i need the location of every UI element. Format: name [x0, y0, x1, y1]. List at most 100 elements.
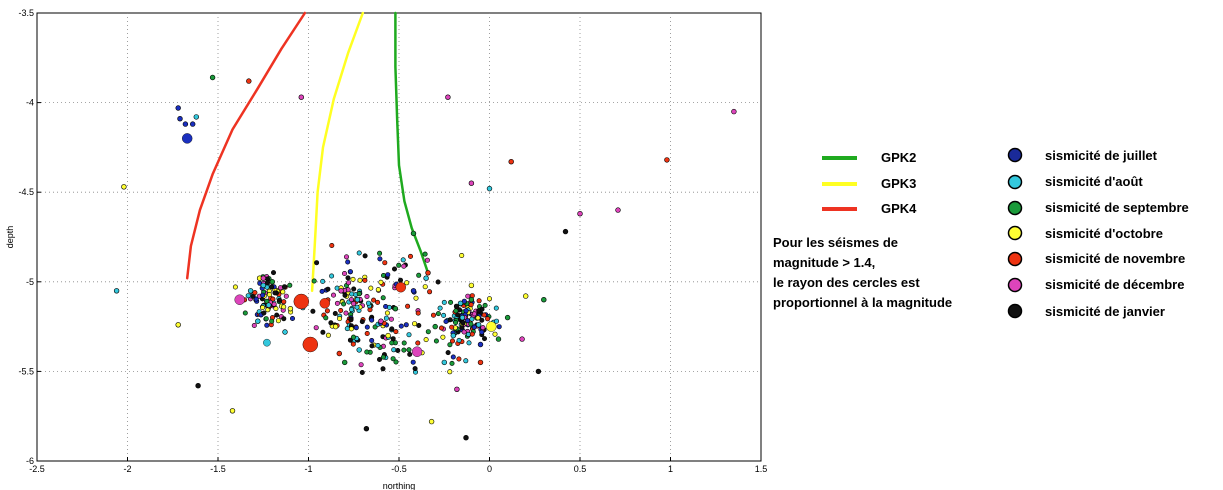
event-point: [405, 303, 411, 309]
event-point: [313, 325, 319, 331]
event-point: [263, 316, 269, 322]
event-point: [404, 280, 410, 286]
x-axis-ticks: -2.5 -2 -1.5 -1 -0.5 0 0.5 1 1.5: [29, 457, 767, 474]
event-point-janvier: [363, 426, 370, 432]
event-point: [422, 251, 428, 257]
event-point: [445, 350, 451, 356]
event-point-d'octobre: [428, 418, 435, 425]
event-point: [364, 324, 370, 330]
x-tick-label: -2: [123, 464, 131, 474]
event-point-novembre: [425, 270, 431, 276]
event-point: [261, 310, 267, 316]
event-point-janvier: [535, 368, 542, 375]
event-point: [380, 366, 386, 372]
wells-legend: GPK2 GPK3 GPK4: [822, 150, 917, 216]
event-point: [475, 315, 481, 321]
event-point: [320, 278, 326, 284]
event-point: [341, 270, 347, 276]
event-point: [403, 322, 409, 328]
event-point-d'août: [354, 297, 361, 303]
event-point-janvier: [463, 435, 469, 441]
event-point-septembre: [209, 74, 216, 81]
legend-dot-octobre: [1007, 225, 1023, 241]
event-point: [393, 329, 399, 335]
event-point: [393, 359, 399, 365]
event-point: [283, 293, 289, 299]
event-point: [406, 332, 412, 338]
event-point-décembre: [731, 108, 737, 115]
event-point: [465, 293, 471, 299]
event-point-septembre: [504, 314, 511, 321]
note-line-1: Pour les séismes de: [773, 235, 898, 250]
event-point: [351, 286, 357, 292]
x-tick-label: 0.5: [574, 464, 587, 474]
event-point-décembre: [260, 275, 266, 281]
event-point-d'août: [457, 300, 464, 306]
event-point: [269, 284, 275, 290]
event-point: [406, 347, 412, 353]
event-point: [368, 285, 374, 291]
event-point: [276, 297, 282, 303]
event-point: [401, 340, 407, 346]
event-point: [459, 253, 465, 259]
event-point: [447, 342, 453, 348]
event-point: [433, 338, 439, 344]
event-point: [266, 292, 272, 298]
event-point-novembre: [246, 78, 252, 84]
event-point: [344, 326, 350, 332]
event-point: [369, 317, 375, 323]
event-point-d'août: [475, 322, 482, 328]
plot-area: -2.5 -2 -1.5 -1 -0.5 0 0.5 1 1.5 -3.5 -4 -4.5 -5 -5.…: [18, 8, 767, 474]
event-point: [492, 331, 498, 337]
event-point: [469, 331, 475, 337]
event-point: [447, 369, 453, 375]
event-point: [389, 340, 395, 346]
event-point-d'août: [356, 347, 362, 353]
event-point: [270, 296, 276, 302]
event-point: [270, 270, 276, 276]
event-point: [319, 288, 325, 294]
note-line-2: magnitude > 1.4,: [773, 255, 875, 270]
event-point-d'octobre: [229, 408, 236, 414]
event-point-d'octobre: [121, 184, 127, 190]
legend-label-decembre: sismicité de décembre: [1045, 277, 1184, 292]
y-axis-ticks: -3.5 -4 -4.5 -5 -5.5 -6: [18, 8, 41, 466]
event-point-novembre: [664, 157, 670, 163]
event-point: [486, 296, 492, 302]
well-gpk2: [394, 11, 430, 275]
seismic-events: [113, 74, 737, 441]
event-point: [448, 299, 454, 305]
event-point-d'août: [247, 288, 254, 294]
event-point: [232, 284, 238, 290]
legend-dot-janvier: [1007, 303, 1023, 319]
event-point: [365, 300, 371, 306]
x-tick-label: 0: [487, 464, 492, 474]
x-tick-label: -2.5: [29, 464, 45, 474]
event-point: [242, 310, 248, 316]
event-point: [311, 278, 317, 284]
event-point: [281, 304, 287, 310]
event-point: [415, 340, 421, 346]
event-point: [371, 297, 377, 303]
event-point: [449, 338, 455, 344]
event-point-juillet: [175, 105, 181, 111]
event-point-septembre: [410, 230, 417, 237]
y-axis-label: depth: [5, 226, 15, 249]
event-point: [424, 257, 430, 263]
event-point: [314, 260, 320, 266]
event-point: [425, 329, 431, 335]
legend-dot-septembre: [1007, 200, 1023, 216]
magnitude-note: Pour les séismes de magnitude > 1.4, le …: [773, 235, 952, 310]
event-point: [375, 299, 381, 305]
legend-label-janvier: sismicité de janvier: [1045, 304, 1165, 319]
event-point-juillet: [190, 121, 196, 127]
event-point: [349, 291, 355, 297]
event-point: [260, 292, 266, 298]
event-point: [264, 280, 270, 286]
event-point: [391, 347, 397, 353]
event-point-juillet: [477, 341, 484, 348]
event-point: [453, 303, 459, 309]
event-point: [401, 347, 407, 353]
event-point: [245, 293, 251, 299]
